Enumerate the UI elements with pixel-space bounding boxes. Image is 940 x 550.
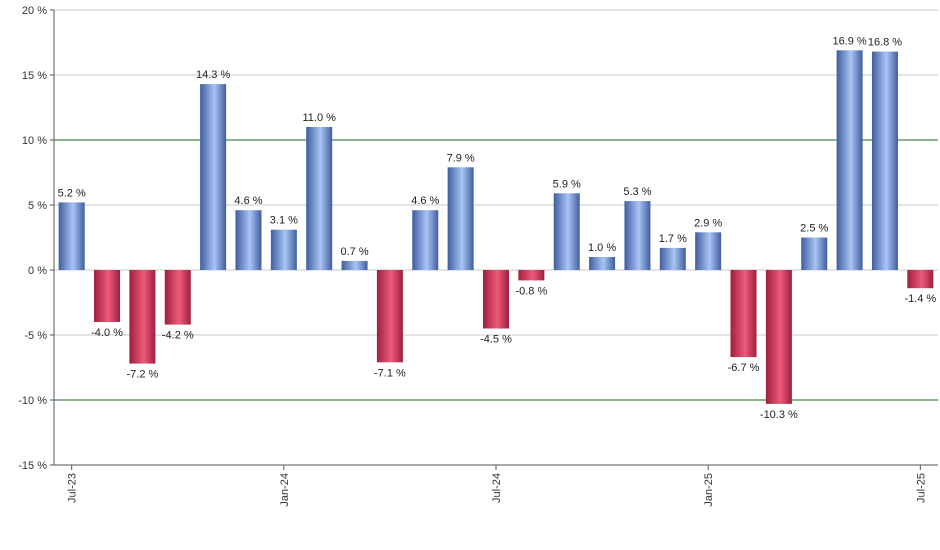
data-label: 2.9 %: [694, 217, 722, 229]
bar-negative: [483, 270, 509, 329]
y-tick-label: -5 %: [24, 330, 47, 342]
data-label: 5.9 %: [553, 178, 581, 190]
bar-positive: [695, 232, 722, 270]
x-tick-label: Jan-25: [703, 473, 715, 507]
x-tick-label: Jul-24: [491, 473, 503, 503]
bar-positive: [659, 247, 686, 270]
data-label: -4.0 %: [91, 327, 123, 339]
bar-positive: [235, 210, 262, 270]
y-tick-label: 20 %: [22, 5, 47, 17]
data-label: 2.5 %: [800, 223, 828, 235]
x-tick-label: Jan-24: [279, 473, 291, 507]
y-tick-label: 15 %: [22, 70, 47, 82]
bar-negative: [164, 270, 191, 325]
bar-positive: [801, 237, 828, 270]
data-label: -4.5 %: [480, 334, 512, 346]
data-label: 16.9 %: [832, 35, 866, 47]
data-label: -1.4 %: [904, 293, 936, 305]
y-tick-label: 0 %: [28, 265, 47, 277]
data-label: 4.6 %: [411, 195, 439, 207]
y-tick-label: 10 %: [22, 135, 47, 147]
bar-positive: [58, 202, 85, 270]
bar-negative: [376, 270, 403, 363]
bar-positive: [553, 193, 580, 270]
bar-positive: [624, 201, 651, 270]
bar-positive: [306, 127, 333, 270]
bar-negative: [907, 270, 934, 289]
data-label: 5.3 %: [623, 186, 651, 198]
y-tick-label: -15 %: [18, 460, 47, 472]
bar-negative: [765, 270, 792, 404]
data-label: 1.0 %: [588, 242, 616, 254]
data-label: 11.0 %: [302, 112, 336, 124]
x-tick-label: Jul-25: [915, 473, 927, 503]
bar-positive: [200, 84, 227, 270]
data-label: 5.2 %: [58, 187, 86, 199]
data-label: 16.8 %: [868, 37, 902, 49]
data-labels: 5.2 % -4.0 % -7.2 % -4.2 % 14.3 % 4.6 % 3.1 % 1…: [58, 35, 937, 421]
data-label: 7.9 %: [447, 152, 475, 164]
bar-positive: [447, 167, 474, 270]
data-label: 14.3 %: [196, 69, 230, 81]
bar-positive: [270, 229, 297, 270]
data-label: 0.7 %: [340, 246, 368, 258]
data-label: 1.7 %: [659, 233, 687, 245]
y-tick-label: -10 %: [18, 395, 47, 407]
bar-positive: [412, 210, 439, 270]
bar-positive: [836, 50, 863, 270]
data-label: -10.3 %: [760, 409, 798, 421]
bars: [58, 50, 934, 404]
data-label: -6.7 %: [728, 362, 760, 374]
y-axis-ticks: 20 % 15 % 10 % 5 % 0 % -5 % -10 % -15 %: [18, 5, 54, 472]
data-label: 4.6 %: [234, 195, 262, 207]
bar-positive: [589, 257, 616, 270]
bar-negative: [129, 270, 156, 364]
x-tick-label: Jul-23: [67, 473, 79, 503]
data-label: -4.2 %: [162, 330, 194, 342]
y-tick-label: 5 %: [28, 200, 47, 212]
data-label: -0.8 %: [515, 285, 547, 297]
bar-positive: [871, 51, 898, 270]
data-label: -7.1 %: [374, 367, 406, 379]
x-axis-ticks: Jul-23 Jan-24 Jul-24 Jan-25 Jul-25: [67, 465, 927, 507]
data-label: -7.2 %: [127, 369, 159, 381]
bar-negative: [730, 270, 757, 358]
bar-positive: [341, 260, 368, 270]
bar-negative: [518, 270, 545, 281]
data-label: 3.1 %: [270, 215, 298, 227]
bar-negative: [94, 270, 121, 322]
